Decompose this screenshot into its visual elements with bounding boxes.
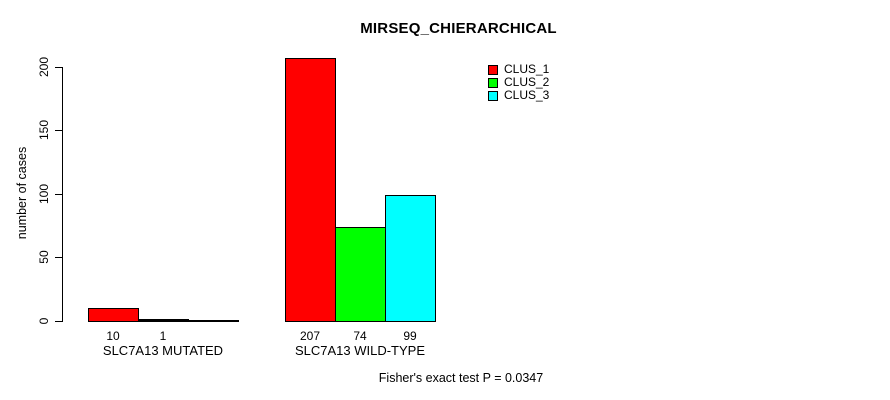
bar-value-label: 10 xyxy=(106,329,120,343)
bar-value-label: 1 xyxy=(159,329,167,343)
legend: CLUS_1 CLUS_2 CLUS_3 xyxy=(488,63,549,102)
group-label: SLC7A13 MUTATED xyxy=(102,343,224,358)
y-axis-label: number of cases xyxy=(15,146,29,240)
bar-CLUS_3 xyxy=(385,195,436,322)
legend-swatch-icon xyxy=(488,64,498,75)
y-axis-tick-label: 50 xyxy=(37,250,51,265)
bar-value-label: 99 xyxy=(403,329,417,343)
fisher-test-annotation: Fisher's exact test P = 0.0347 xyxy=(378,371,544,385)
bar-CLUS_1 xyxy=(88,308,139,322)
y-axis-tick xyxy=(55,193,62,195)
y-axis-tick-label: 200 xyxy=(37,56,51,77)
legend-row-CLUS_3: CLUS_3 xyxy=(488,89,549,102)
legend-row-CLUS_2: CLUS_2 xyxy=(488,76,549,89)
chart-title: MIRSEQ_CHIERARCHICAL xyxy=(360,20,557,37)
legend-label: CLUS_2 xyxy=(504,75,550,89)
y-axis-line xyxy=(62,66,63,322)
legend-label: CLUS_1 xyxy=(504,62,550,76)
legend-swatch-icon xyxy=(488,90,498,101)
y-axis-tick-label: 0 xyxy=(37,317,51,325)
bar-CLUS_2 xyxy=(138,319,189,322)
y-axis-tick xyxy=(55,321,62,322)
y-axis-tick xyxy=(55,130,62,132)
legend-swatch-icon xyxy=(488,77,498,88)
y-axis-tick-label: 100 xyxy=(37,183,51,204)
y-axis-tick-label: 150 xyxy=(37,120,51,141)
bar-CLUS_2 xyxy=(335,227,386,322)
legend-label: CLUS_3 xyxy=(504,88,550,102)
bar-CLUS_3 xyxy=(188,320,239,322)
bar-value-label: 74 xyxy=(353,329,367,343)
bar-value-label: 207 xyxy=(299,329,321,343)
legend-row-CLUS_1: CLUS_1 xyxy=(488,63,549,76)
group-label: SLC7A13 WILD-TYPE xyxy=(294,343,426,358)
bar-CLUS_1 xyxy=(285,58,336,322)
y-axis-tick xyxy=(55,66,62,68)
y-axis-tick xyxy=(55,257,62,259)
